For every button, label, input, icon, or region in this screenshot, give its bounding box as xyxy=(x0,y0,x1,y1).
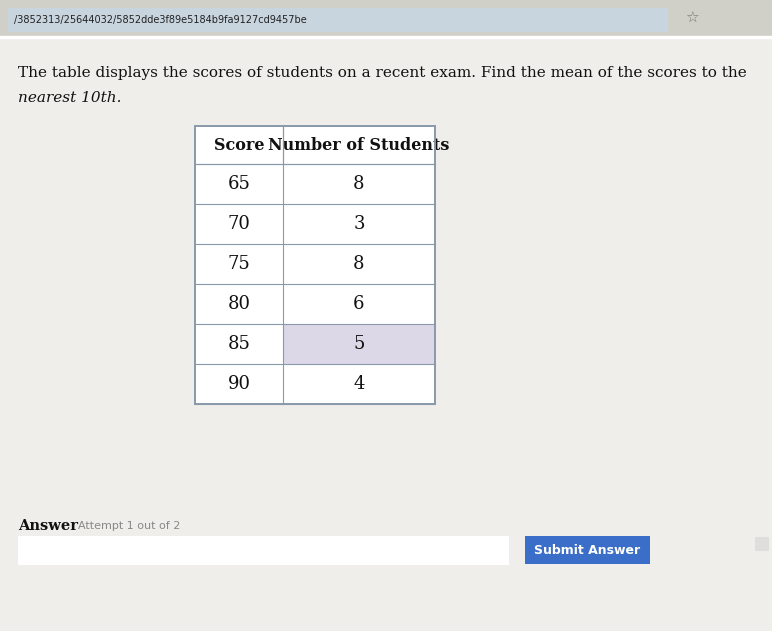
Bar xyxy=(525,536,650,564)
Text: Attempt 1 out of 2: Attempt 1 out of 2 xyxy=(78,521,181,531)
Text: 85: 85 xyxy=(228,335,250,353)
Text: Score: Score xyxy=(214,136,264,153)
Text: ☆: ☆ xyxy=(685,11,699,25)
Bar xyxy=(195,204,435,244)
Bar xyxy=(195,126,435,404)
Text: Answer: Answer xyxy=(18,519,78,533)
Text: 90: 90 xyxy=(228,375,250,393)
Text: 6: 6 xyxy=(354,295,364,313)
Text: 5: 5 xyxy=(354,335,364,353)
Text: Number of Students: Number of Students xyxy=(269,136,449,153)
Bar xyxy=(0,0,772,36)
Text: 3: 3 xyxy=(354,215,364,233)
Text: 80: 80 xyxy=(228,295,250,313)
Bar xyxy=(195,164,435,204)
Text: Submit Answer: Submit Answer xyxy=(534,543,640,557)
Bar xyxy=(195,126,435,164)
Text: 75: 75 xyxy=(228,255,250,273)
Bar xyxy=(195,364,435,404)
Text: nearest 10th.: nearest 10th. xyxy=(18,91,121,105)
Text: /3852313/25644032/5852dde3f89e5184b9fa9127cd9457be: /3852313/25644032/5852dde3f89e5184b9fa91… xyxy=(14,15,306,25)
Text: 4: 4 xyxy=(354,375,364,393)
Bar xyxy=(0,36,772,38)
Bar xyxy=(8,8,668,32)
Text: 65: 65 xyxy=(228,175,250,193)
Bar xyxy=(18,536,508,564)
Bar xyxy=(195,244,435,284)
Bar xyxy=(195,324,435,364)
Text: 8: 8 xyxy=(354,175,364,193)
Text: 8: 8 xyxy=(354,255,364,273)
Text: 70: 70 xyxy=(228,215,250,233)
Bar xyxy=(283,324,435,364)
Text: The table displays the scores of students on a recent exam. Find the mean of the: The table displays the scores of student… xyxy=(18,66,747,80)
Bar xyxy=(755,537,768,550)
Bar xyxy=(195,284,435,324)
